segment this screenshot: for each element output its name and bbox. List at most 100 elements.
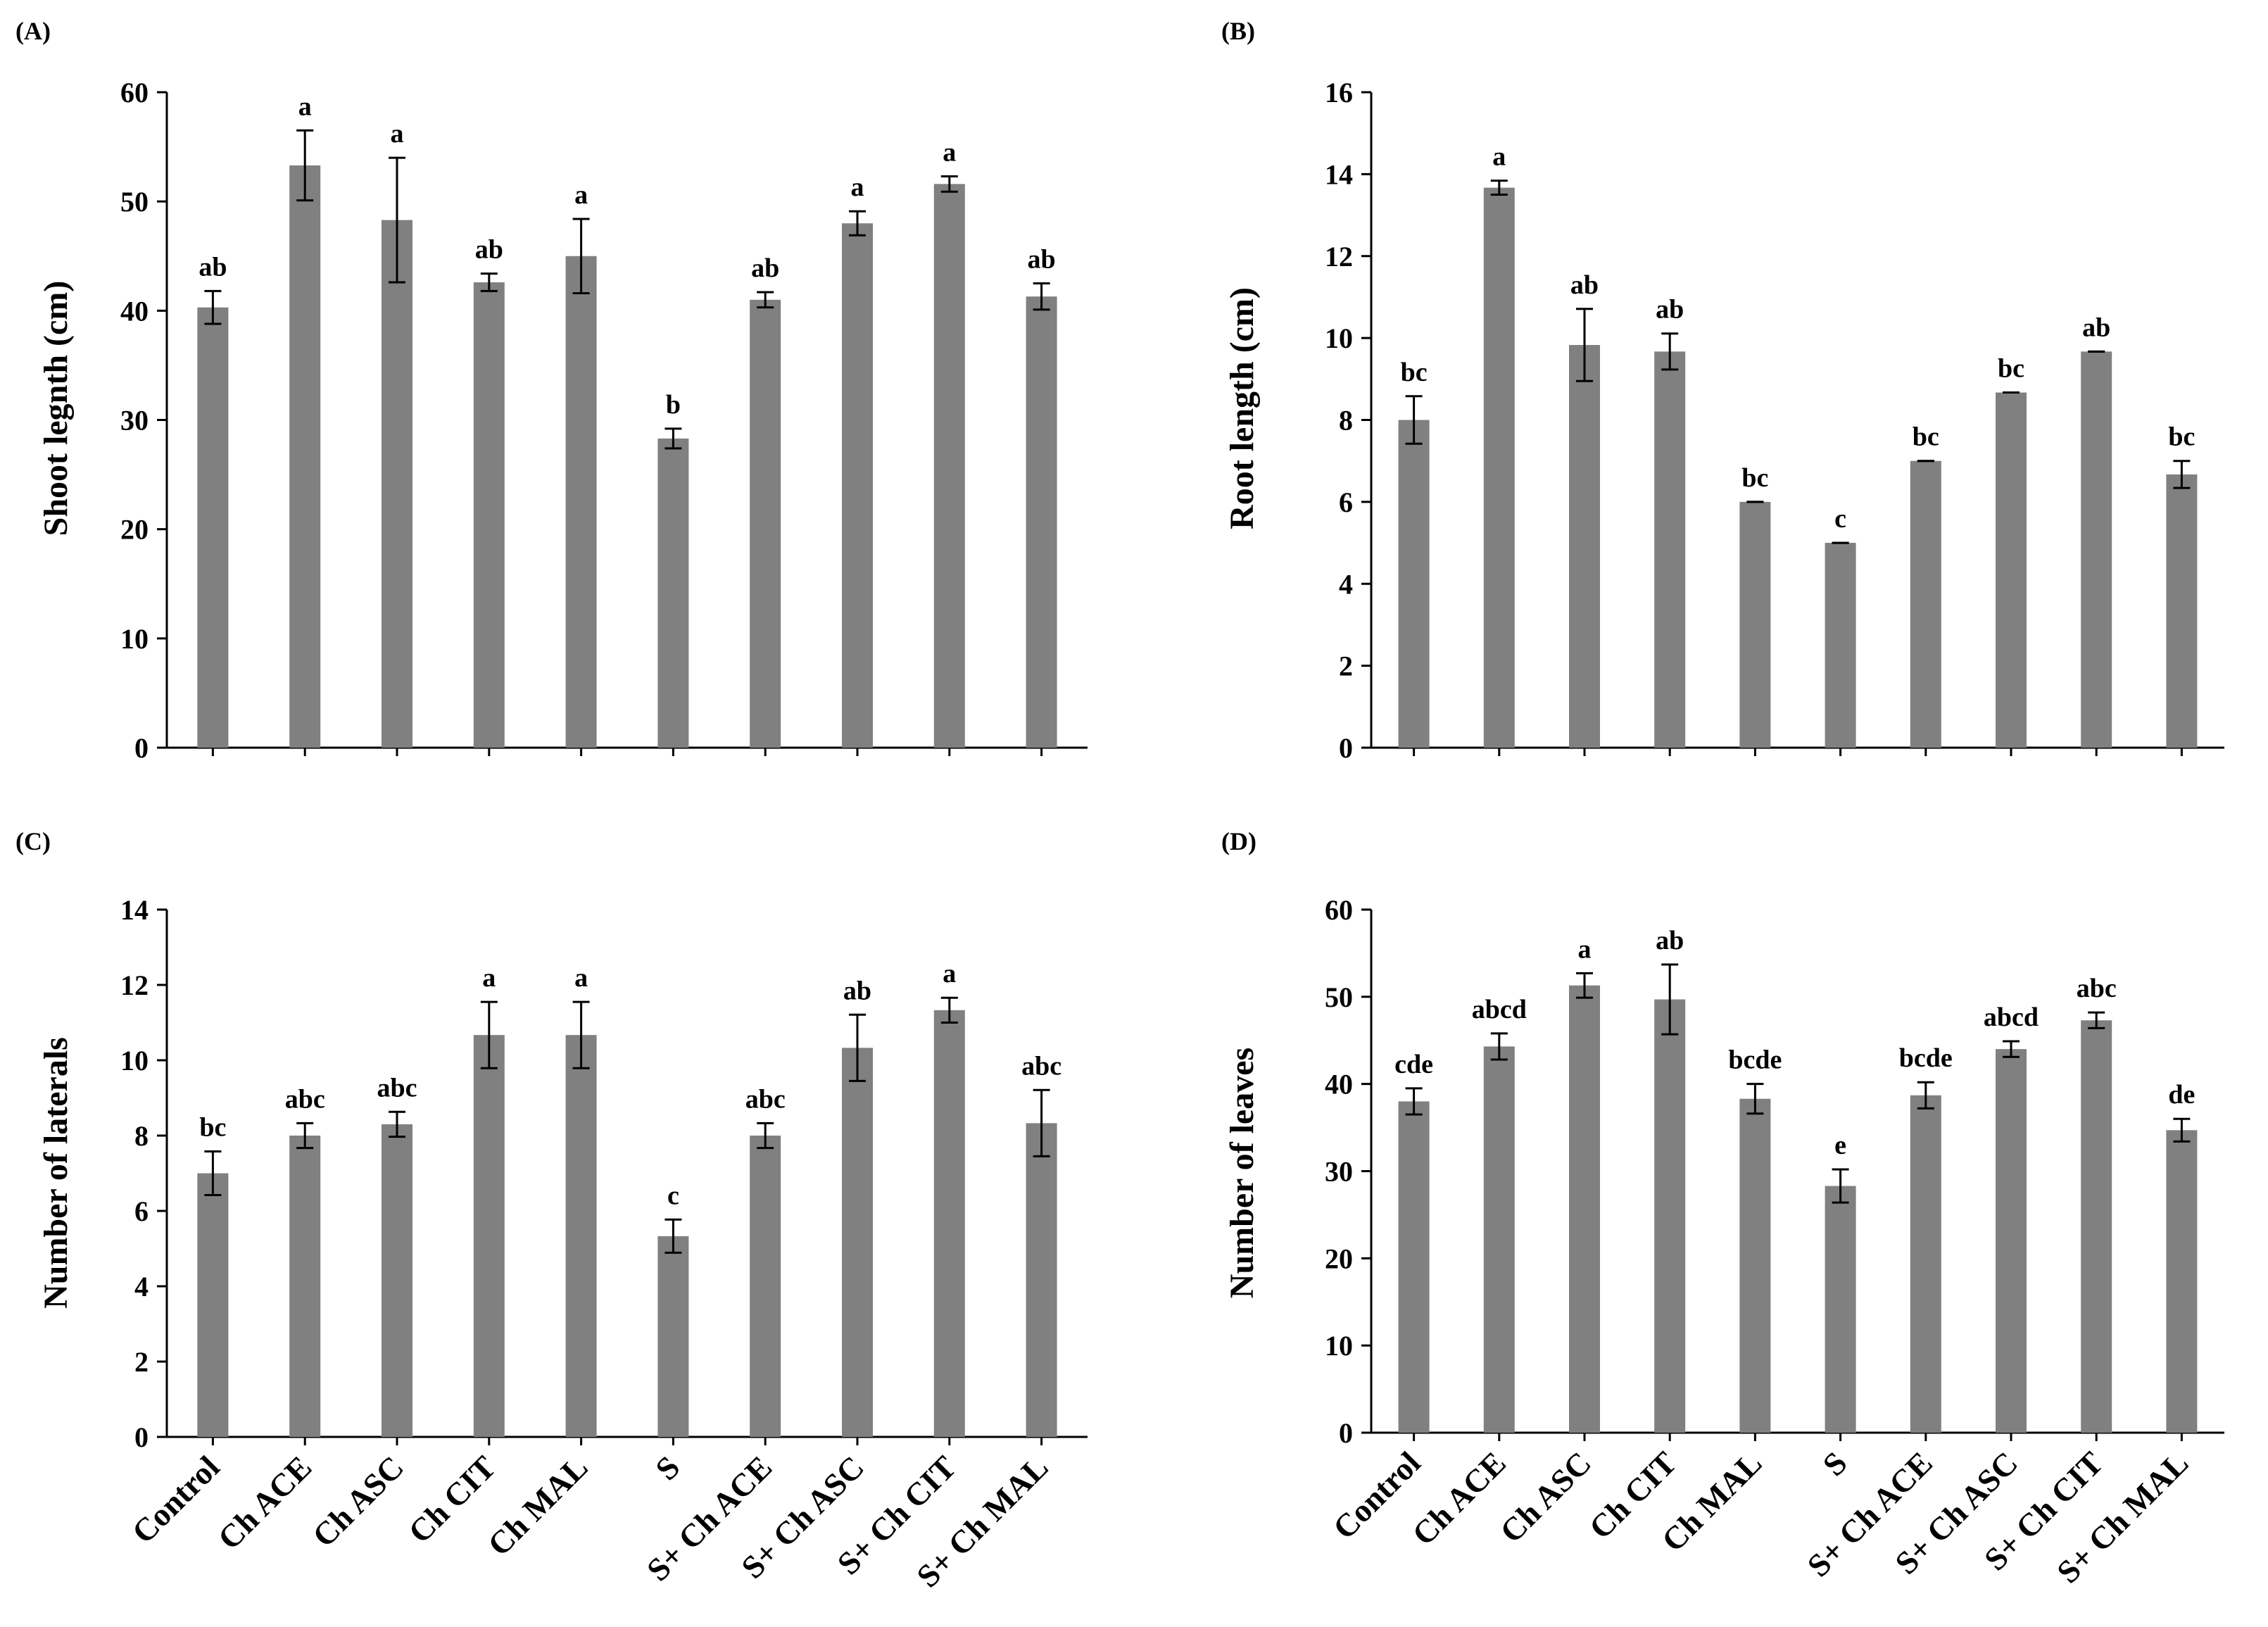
x-tick-label: Ch ASC xyxy=(1493,1445,1598,1550)
error-bar xyxy=(849,1013,866,1082)
bar xyxy=(1483,187,1515,748)
x-tick-label: Control xyxy=(125,1449,227,1550)
bar xyxy=(657,1236,689,1437)
significance-label: bc xyxy=(1913,422,1939,452)
y-tick-label: 60 xyxy=(1325,894,1353,926)
error-bar xyxy=(2173,460,2191,489)
bar xyxy=(1026,296,1057,748)
y-tick-label: 50 xyxy=(120,186,149,218)
bar xyxy=(1910,460,1941,748)
x-tick-label: Ch MAL xyxy=(481,1449,595,1563)
error-bar xyxy=(204,1150,222,1197)
error-bar xyxy=(1490,1032,1508,1061)
panel-letter: (C) xyxy=(15,827,51,855)
error-bar xyxy=(296,129,314,202)
significance-label: ab xyxy=(1028,245,1056,275)
y-tick-label: 6 xyxy=(1339,486,1353,518)
significance-label: a xyxy=(851,172,864,202)
error-bar xyxy=(1746,1083,1764,1115)
panel-letter: (A) xyxy=(15,17,51,45)
significance-label: bcde xyxy=(1899,1043,1953,1073)
error-bar xyxy=(664,427,682,450)
significance-label: bcde xyxy=(1728,1045,1782,1075)
bar xyxy=(382,1124,412,1437)
y-tick-label: 20 xyxy=(1325,1243,1353,1274)
bar xyxy=(1825,543,1856,748)
error-bar xyxy=(757,291,774,309)
panel-a: (A) Shoot legnth (cm) 0102030405060abaaa… xyxy=(15,17,1088,764)
error-bar xyxy=(1917,1081,1934,1110)
significance-label: a xyxy=(1578,934,1592,964)
y-tick-label: 12 xyxy=(120,969,149,1001)
bar xyxy=(1654,351,1686,748)
y-tick-label: 8 xyxy=(1339,405,1353,436)
significance-label: bc xyxy=(2168,422,2195,452)
significance-label: a xyxy=(574,180,588,210)
significance-label: ab xyxy=(843,976,871,1005)
error-bar xyxy=(849,210,866,237)
significance-label: bc xyxy=(1741,463,1768,493)
y-tick-label: 50 xyxy=(1325,981,1353,1013)
error-bar xyxy=(1576,972,1593,999)
bar xyxy=(750,1136,781,1437)
significance-label: c xyxy=(1834,504,1846,534)
error-bar xyxy=(1405,395,1423,445)
bar xyxy=(289,1136,321,1437)
bar xyxy=(382,220,412,748)
bar xyxy=(933,1010,965,1437)
bar xyxy=(2081,1020,2112,1433)
y-tick-label: 6 xyxy=(134,1195,149,1227)
bar xyxy=(750,299,781,748)
significance-label: abc xyxy=(2077,974,2117,1003)
significance-label: ab xyxy=(475,235,503,265)
significance-label: ab xyxy=(2082,313,2110,342)
significance-label: a xyxy=(391,119,404,149)
panel-b: (B) Root length (cm) 0 2 4 6 8 10 12 14 16 bc a ab a… xyxy=(1221,17,2224,764)
significance-label: a xyxy=(298,92,312,121)
significance-label: abcd xyxy=(1472,995,1527,1024)
bar xyxy=(289,165,321,748)
error-bar xyxy=(1832,1168,1849,1204)
bar xyxy=(1996,392,2027,748)
bar xyxy=(1654,999,1686,1433)
significance-label: ab xyxy=(751,253,779,283)
panel-letter: (B) xyxy=(1221,17,1255,45)
bar xyxy=(1398,1101,1430,1433)
error-bar xyxy=(572,218,590,295)
panel-letter: (D) xyxy=(1221,827,1256,855)
bar xyxy=(565,256,597,748)
error-bar xyxy=(2003,1040,2020,1058)
y-tick-label: 2 xyxy=(134,1346,149,1378)
y-axis-title: Root length (cm) xyxy=(1223,287,1261,529)
significance-label: ab xyxy=(1570,270,1599,300)
panel-d: (D) Number of leaves 0102030405060cdeabc… xyxy=(1221,827,2224,1590)
y-tick-label: 10 xyxy=(120,1045,149,1076)
x-tick-label: Ch ASC xyxy=(305,1449,410,1554)
bar xyxy=(1825,1186,1856,1433)
bar xyxy=(473,1035,505,1437)
y-axis-title: Number of leaves xyxy=(1223,1048,1261,1298)
error-bar xyxy=(572,1000,590,1069)
x-tick-label: S xyxy=(1816,1445,1854,1483)
x-tick-label: Ch ACE xyxy=(211,1449,319,1557)
significance-label: abc xyxy=(377,1073,417,1103)
error-bar xyxy=(1576,308,1593,382)
bar xyxy=(1483,1046,1515,1433)
bar xyxy=(1026,1123,1057,1437)
error-bar xyxy=(204,289,222,325)
bar xyxy=(2166,474,2198,748)
y-tick-label: 30 xyxy=(120,405,149,436)
error-bar xyxy=(1033,282,1050,311)
bar xyxy=(1739,1098,1771,1433)
y-tick-label: 10 xyxy=(120,623,149,655)
error-bar xyxy=(940,996,958,1024)
y-tick-label: 4 xyxy=(1339,568,1353,600)
y-tick-label: 14 xyxy=(1325,158,1353,190)
y-tick-label: 2 xyxy=(1339,651,1353,682)
bar xyxy=(1996,1049,2027,1433)
y-tick-label: 0 xyxy=(134,732,149,764)
bar xyxy=(1739,501,1771,748)
bar xyxy=(842,223,873,748)
